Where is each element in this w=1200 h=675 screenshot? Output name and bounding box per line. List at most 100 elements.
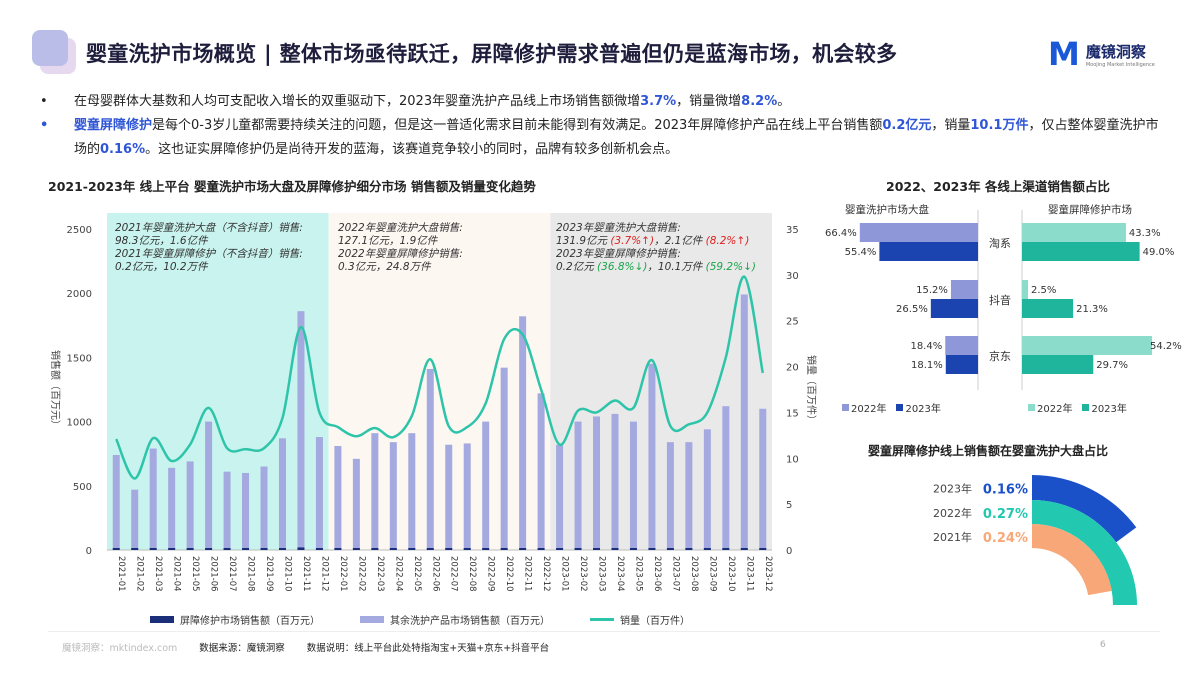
trend-legend: 屏障修护市场销售额（百万元） 其余洗护产品市场销售额（百万元） 销量（百万件） (150, 612, 690, 627)
bar-left (945, 355, 978, 374)
bar-other (666, 442, 674, 550)
legend-swatch (360, 616, 384, 623)
legend-label: 屏障修护市场销售额（百万元） (180, 616, 320, 627)
annotation-2021: 2021年婴童洗护大盘（不含抖音）销售: 98.3亿元，1.6亿件 2021年婴… (115, 222, 303, 274)
x-tick-label: 2021-02 (135, 556, 145, 592)
legend-swatch (150, 616, 174, 623)
y2-tick-label: 0 (786, 546, 792, 557)
bar-right (1022, 336, 1153, 355)
bar-label: 2.5% (1031, 285, 1056, 296)
bar-other (648, 363, 656, 550)
bullet-text: 。这也证实屏障修护仍是尚待开发的蓝海，该赛道竞争较小的同时，品牌有较多创新机会点… (145, 142, 679, 157)
growth-up: (8.2%↑) (705, 235, 750, 247)
y-tick-label: 2500 (67, 225, 92, 236)
x-tick-label: 2023-02 (578, 556, 588, 592)
bar-label: 49.0% (1143, 247, 1175, 258)
x-tick-label: 2022-05 (412, 556, 422, 592)
bar-repair (168, 548, 176, 550)
bar-repair (666, 548, 674, 550)
channel-legend-left: 2022年 2023年 (842, 400, 941, 415)
page-title: 婴童洗护市场概览 | 整体市场亟待跃迁，屏障修护需求普遍但仍是蓝海市场，机会较多 (86, 42, 898, 66)
bar-other (685, 442, 693, 550)
x-tick-label: 2022-11 (523, 556, 533, 592)
y-axis-label: 销售额（百万元） (49, 350, 62, 430)
bar-repair (149, 548, 157, 550)
bar-left (879, 242, 978, 261)
x-tick-label: 2021-05 (190, 556, 200, 592)
annotation-line: 2021年婴童洗护大盘（不含抖音）销售: (115, 222, 303, 234)
bar-other (297, 311, 305, 550)
bar-other (149, 448, 157, 550)
legend-swatch (1082, 404, 1090, 411)
bar-right (1022, 280, 1028, 299)
share-arc (1032, 500, 1137, 605)
bar-repair (685, 548, 693, 550)
bar-repair (260, 548, 268, 550)
bar-other (556, 444, 564, 550)
channel-chart-title: 2022、2023年 各线上渠道销售额占比 (886, 179, 1110, 194)
share-chart: 2023年 0.16% 2022年 0.27% 2021年 0.24% (933, 475, 1137, 605)
summary-bullets: • 在母婴群体大基数和人均可支配收入增长的双重驱动下，2023年婴童洗护产品线上… (40, 90, 1170, 162)
annotation-line: 2023年婴童屏障修护销售: (556, 248, 681, 260)
bar-other (500, 367, 508, 550)
bar-other (759, 408, 767, 550)
x-tick-label: 2023-12 (763, 556, 773, 592)
x-tick-label: 2022-04 (393, 556, 403, 592)
growth-down: (36.8%↓) (597, 261, 648, 273)
bullet-text: ，仅占整体婴童洗护市场的 (74, 118, 1159, 157)
y2-axis-label: 销量（百万件） (805, 355, 818, 425)
bar-other (463, 443, 471, 550)
right-subtitle: 婴童屏障修护市场 (1048, 204, 1132, 216)
channel-label: 淘系 (989, 237, 1011, 250)
x-tick-label: 2021-11 (301, 556, 311, 592)
bar-other (519, 316, 527, 550)
bar-left (950, 280, 978, 299)
bar-other (352, 458, 360, 550)
bar-other (426, 368, 434, 550)
bar-label: 18.1% (911, 360, 943, 371)
legend-swatch (1028, 404, 1035, 411)
y2-tick-label: 15 (786, 408, 799, 419)
x-tick-label: 2021-07 (227, 556, 237, 592)
bullet-1: • 在母婴群体大基数和人均可支配收入增长的双重驱动下，2023年婴童洗护产品线上… (40, 94, 791, 109)
bar-left (930, 299, 978, 318)
bar-repair (334, 548, 342, 550)
x-tick-label: 2022-12 (541, 556, 551, 592)
bar-label: 29.7% (1096, 360, 1128, 371)
annotation-2023: 2023年婴童洗护大盘销售: 131.9亿元 (3.7%↑)，2.1亿件 (8.… (556, 222, 756, 274)
bar-other (703, 429, 711, 550)
bar-other (629, 421, 637, 550)
legend-swatch (842, 404, 849, 411)
bar-other (242, 472, 250, 550)
channel-label: 抖音 (989, 293, 1011, 307)
legend-2023: 2023年 (1082, 400, 1127, 415)
bullet-text: 是每个0-3岁儿童都需要持续关注的问题，但是这一普适化需求目前未能得到有效满足。… (152, 118, 883, 133)
annotation-line: 127.1亿元，1.9亿件 (338, 235, 438, 247)
bar-label: 18.4% (910, 341, 942, 352)
legend-label: 2022年 (1037, 404, 1073, 415)
annotation-line: 98.3亿元，1.6亿件 (115, 235, 208, 247)
share-year: 2023年 (933, 482, 972, 496)
year-band (328, 213, 551, 550)
x-tick-label: 2021-06 (209, 556, 219, 592)
bar-repair (556, 548, 564, 550)
y2-tick-label: 5 (786, 500, 792, 511)
x-tick-label: 2022-07 (449, 556, 459, 592)
bar-other (482, 421, 490, 550)
bar-repair (205, 548, 213, 550)
bar-repair (648, 548, 656, 550)
channel-label: 京东 (989, 349, 1011, 363)
bar-other (445, 444, 453, 550)
footer: 魔镜洞察：mktindex.com 数据来源：魔镜洞察 数据说明：线上平台此处特… (62, 640, 549, 654)
bar-repair (389, 548, 397, 550)
annotation-line: 0.3亿元，24.8万件 (338, 261, 431, 273)
footer-source: 数据来源：魔镜洞察 (199, 643, 285, 654)
y2-tick-label: 25 (786, 317, 799, 328)
bar-repair (371, 548, 379, 550)
trend-chart: 0 500 1000 1500 2000 2500 0 5 10 15 20 25 30 35 销售额（百万… (49, 213, 818, 592)
bar-other (205, 421, 213, 550)
share-value: 0.27% (983, 507, 1028, 522)
annotation-line: 2023年婴童洗护大盘销售: (556, 222, 681, 234)
logo-subtext: Moojing Market Intelligence (1085, 61, 1155, 68)
annotation-value: 0.2亿元 (556, 261, 598, 273)
